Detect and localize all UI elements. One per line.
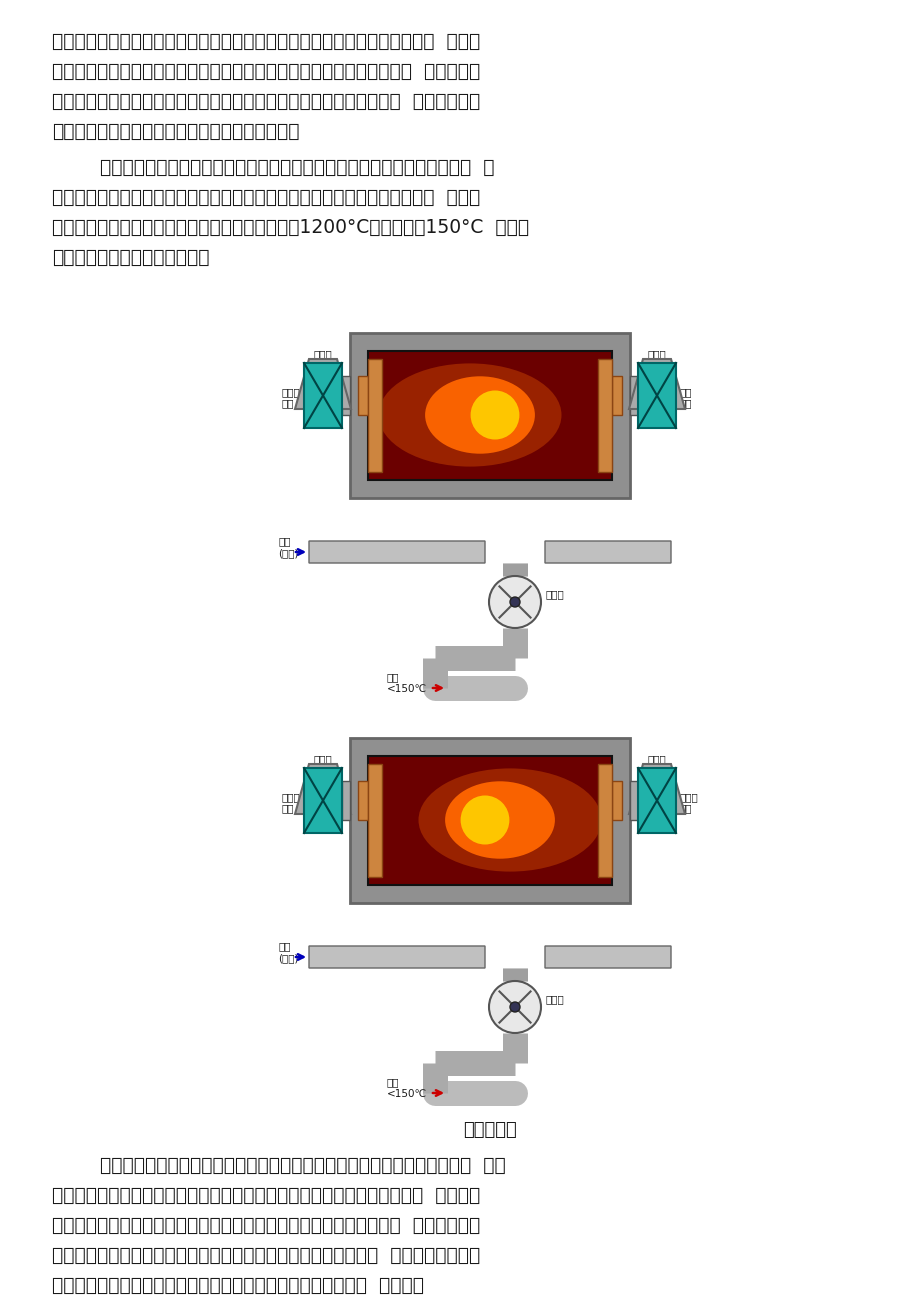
Text: 有效的利用了能源，减少损耗。: 有效的利用了能源，减少损耗。: [52, 247, 210, 267]
Text: 小球）吸收，再经由管路，换向系统从烟囱排出到炉外。经过一个换向  周期后，原先: 小球）吸收，再经由管路，换向系统从烟囱排出到炉外。经过一个换向 周期后，原先: [52, 92, 480, 111]
Text: 的烟气经由右侧的烧嘴喷口进入右侧的蓄热室组。此时右侧的蓄热室处于吸热  状态，: 的烟气经由右侧的烧嘴喷口进入右侧的蓄热室组。此时右侧的蓄热室处于吸热 状态，: [52, 33, 480, 51]
Polygon shape: [295, 359, 351, 409]
Text: 烟气
<150℃: 烟气 <150℃: [387, 672, 426, 694]
Circle shape: [509, 1003, 519, 1012]
FancyBboxPatch shape: [357, 781, 368, 820]
Text: 蓄热体: 蓄热体: [647, 349, 665, 359]
Text: 蓄热
吸热: 蓄热 吸热: [679, 387, 692, 409]
Text: 蓄热体
放热: 蓄热体 放热: [679, 792, 698, 814]
FancyBboxPatch shape: [637, 768, 675, 833]
Text: 高效节能环保型蓄热式镁还原炉使用的燃料由传统的原煤可以转变为使用低  热值: 高效节能环保型蓄热式镁还原炉使用的燃料由传统的原煤可以转变为使用低 热值: [52, 1156, 505, 1174]
FancyBboxPatch shape: [611, 376, 621, 415]
Text: 换向阀: 换向阀: [545, 589, 564, 599]
Circle shape: [489, 980, 540, 1032]
Ellipse shape: [418, 768, 601, 871]
Text: 程烟气温度大大下降，烟气温度由传统燃烧方式的1200°C左右下降到150°C  以下，: 程烟气温度大大下降，烟气温度由传统燃烧方式的1200°C左右下降到150°C 以…: [52, 217, 528, 237]
Text: 此时换向系统动作，改变空气和煤气进入炉膛的通路。煤气和空气的进入方  向: 此时换向系统动作，改变空气和煤气进入炉膛的通路。煤气和空气的进入方 向: [52, 158, 494, 177]
FancyBboxPatch shape: [357, 376, 368, 415]
FancyBboxPatch shape: [303, 363, 342, 428]
Ellipse shape: [460, 796, 509, 845]
Text: 蓄热体
吸热: 蓄热体 吸热: [281, 792, 300, 814]
Text: 吸热的蓄热室组放热，原先放热的蓄热室组吸热。: 吸热的蓄热室组放热，原先放热的蓄热室组吸热。: [52, 122, 300, 141]
Text: 换向阀: 换向阀: [545, 993, 564, 1004]
FancyBboxPatch shape: [630, 376, 637, 415]
FancyBboxPatch shape: [544, 947, 670, 967]
FancyBboxPatch shape: [368, 352, 611, 480]
Polygon shape: [629, 764, 685, 814]
Text: 倒转到原来进入方向的相对侧。重复以上描述的燃烧过程，周而复始。经过此  燃烧过: 倒转到原来进入方向的相对侧。重复以上描述的燃烧过程，周而复始。经过此 燃烧过: [52, 187, 480, 207]
FancyBboxPatch shape: [597, 359, 611, 473]
Text: 烟气经过时，烟气中携带的大量热量被右侧蓄热室中的蓄热体（陶瓷蜂窝  体或者陶瓷: 烟气经过时，烟气中携带的大量热量被右侧蓄热室中的蓄热体（陶瓷蜂窝 体或者陶瓷: [52, 62, 480, 81]
FancyBboxPatch shape: [349, 738, 630, 904]
Ellipse shape: [445, 781, 554, 859]
Text: 空气
(煤气): 空气 (煤气): [278, 941, 299, 962]
FancyBboxPatch shape: [368, 359, 381, 473]
Text: 换向示意图: 换向示意图: [462, 1121, 516, 1139]
Ellipse shape: [425, 376, 534, 453]
Text: 空气
(煤气): 空气 (煤气): [278, 536, 299, 557]
FancyBboxPatch shape: [309, 947, 484, 967]
FancyBboxPatch shape: [637, 363, 675, 428]
Circle shape: [509, 598, 519, 607]
Text: 膛内的问题，避免出现炉膛内温度波动大的情况，提高还原罐使用  寿命，让炉膛内的: 膛内的问题，避免出现炉膛内温度波动大的情况，提高还原罐使用 寿命，让炉膛内的: [52, 1246, 480, 1266]
FancyBboxPatch shape: [544, 542, 670, 562]
FancyBboxPatch shape: [368, 756, 611, 885]
Polygon shape: [629, 359, 685, 409]
FancyBboxPatch shape: [342, 376, 349, 415]
Text: 蓄热体
散热: 蓄热体 散热: [281, 387, 300, 409]
Text: 发生炉煤气或转炉煤气、焦炉煤气、天然气等等。与传统的燃料相比，使用  煤气不但: 发生炉煤气或转炉煤气、焦炉煤气、天然气等等。与传统的燃料相比，使用 煤气不但: [52, 1186, 480, 1204]
Polygon shape: [295, 764, 351, 814]
Text: 蓄热体: 蓄热体: [313, 349, 332, 359]
Circle shape: [489, 575, 540, 628]
FancyBboxPatch shape: [597, 764, 611, 878]
Ellipse shape: [378, 363, 561, 466]
Text: 蓄热体: 蓄热体: [647, 754, 665, 764]
Ellipse shape: [471, 391, 519, 440]
FancyBboxPatch shape: [303, 768, 342, 833]
FancyBboxPatch shape: [342, 781, 349, 820]
FancyBboxPatch shape: [309, 542, 484, 562]
Text: 温度只在最优的还原温度值附近很小的波动，提高金属镁的产量  和品质。: 温度只在最优的还原温度值附近很小的波动，提高金属镁的产量 和品质。: [52, 1276, 424, 1295]
FancyBboxPatch shape: [349, 333, 630, 497]
Text: 烟气
<150℃: 烟气 <150℃: [387, 1077, 426, 1099]
Text: 燃烧效率提高，而且减少了对环境的污染。控制煤气，空气的流量可以  很好的控制炉: 燃烧效率提高，而且减少了对环境的污染。控制煤气，空气的流量可以 很好的控制炉: [52, 1216, 480, 1236]
FancyBboxPatch shape: [611, 781, 621, 820]
FancyBboxPatch shape: [630, 781, 637, 820]
Text: 蓄热体: 蓄热体: [313, 754, 332, 764]
FancyBboxPatch shape: [368, 764, 381, 878]
